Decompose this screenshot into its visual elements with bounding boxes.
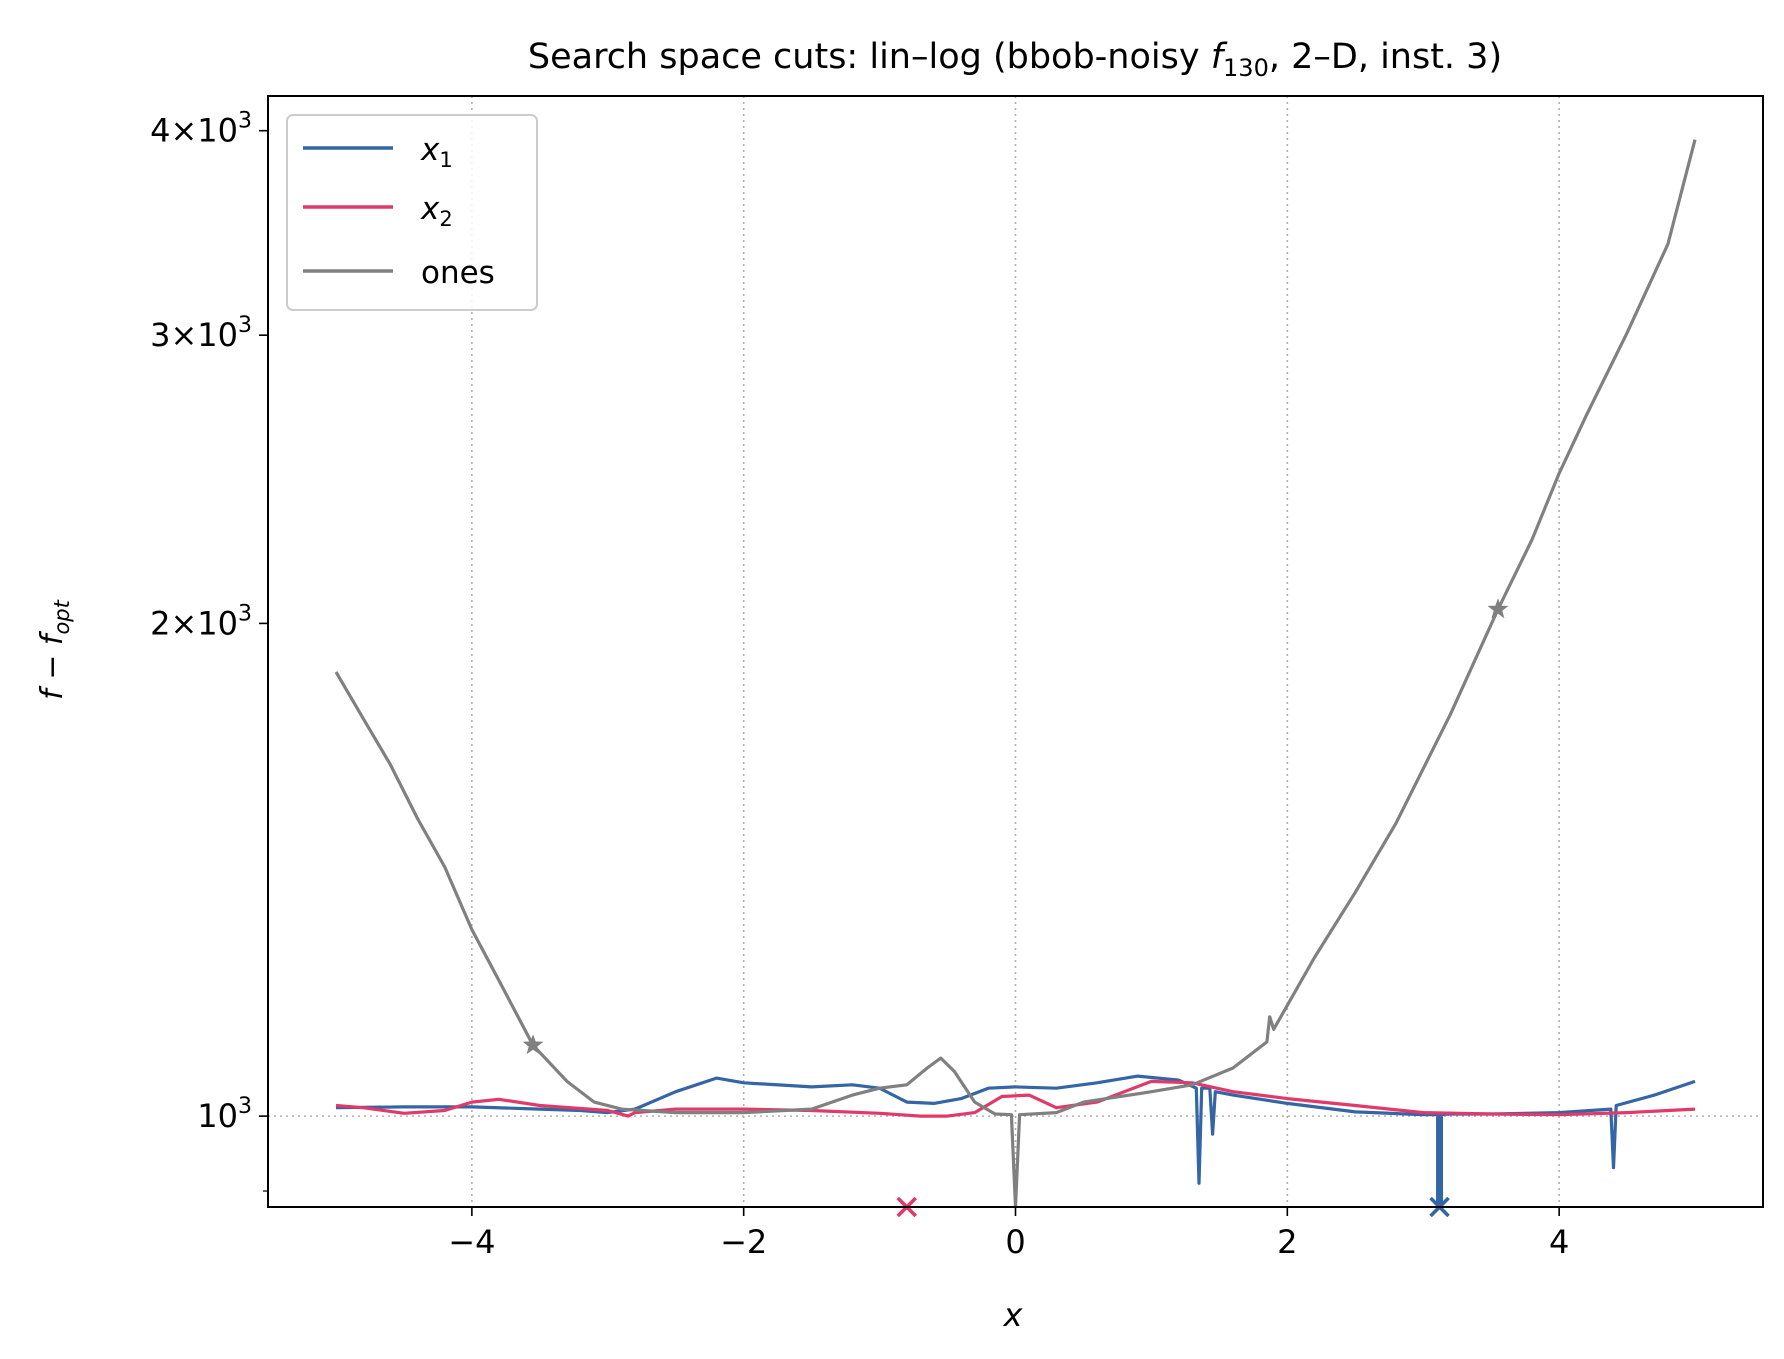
y-axis-label-main: f − f [35, 630, 70, 700]
legend-frame [286, 114, 538, 311]
series-line-x2 [335, 1079, 1696, 1118]
x-ticks: −4 −2 0 2 4 [448, 1207, 1569, 1261]
star-marker-ones-1 [1487, 598, 1509, 619]
y-tick-label-1: 2×103 [150, 601, 252, 642]
y-axis-label-sub: opt [50, 599, 74, 634]
legend-label-x2: x2 [420, 191, 453, 231]
title-prefix: Search space cuts: lin–log (bbob-noisy [528, 37, 1211, 77]
legend-label-ones: ones [421, 255, 495, 291]
legend-label-x1: x1 [420, 132, 453, 172]
x-tick-label-0: −4 [448, 1223, 495, 1261]
legend: x1 x2 ones [286, 114, 538, 311]
y-tick-label-2: 3×103 [150, 313, 252, 354]
y-axis-label: f − fopt [35, 599, 74, 700]
x-tick-label-3: 2 [1277, 1223, 1297, 1261]
x-tick-label-1: −2 [720, 1223, 767, 1261]
y-tick-label-3: 4×103 [150, 109, 252, 150]
star-marker-ones-0 [522, 1034, 544, 1055]
title-suffix: , 2–D, inst. 3) [1269, 37, 1502, 77]
title-func-sub: 130 [1223, 54, 1269, 82]
grid [268, 96, 1763, 1207]
chart-title: Search space cuts: lin–log (bbob-noisy f… [528, 37, 1502, 82]
y-tick-label-0: 103 [197, 1094, 252, 1135]
x-axis-label: x [1003, 1296, 1024, 1334]
x-tick-label-4: 4 [1549, 1223, 1569, 1261]
y-ticks: 103 2×103 3×103 4×103 [150, 109, 268, 1192]
x-tick-label-2: 0 [1005, 1223, 1025, 1261]
